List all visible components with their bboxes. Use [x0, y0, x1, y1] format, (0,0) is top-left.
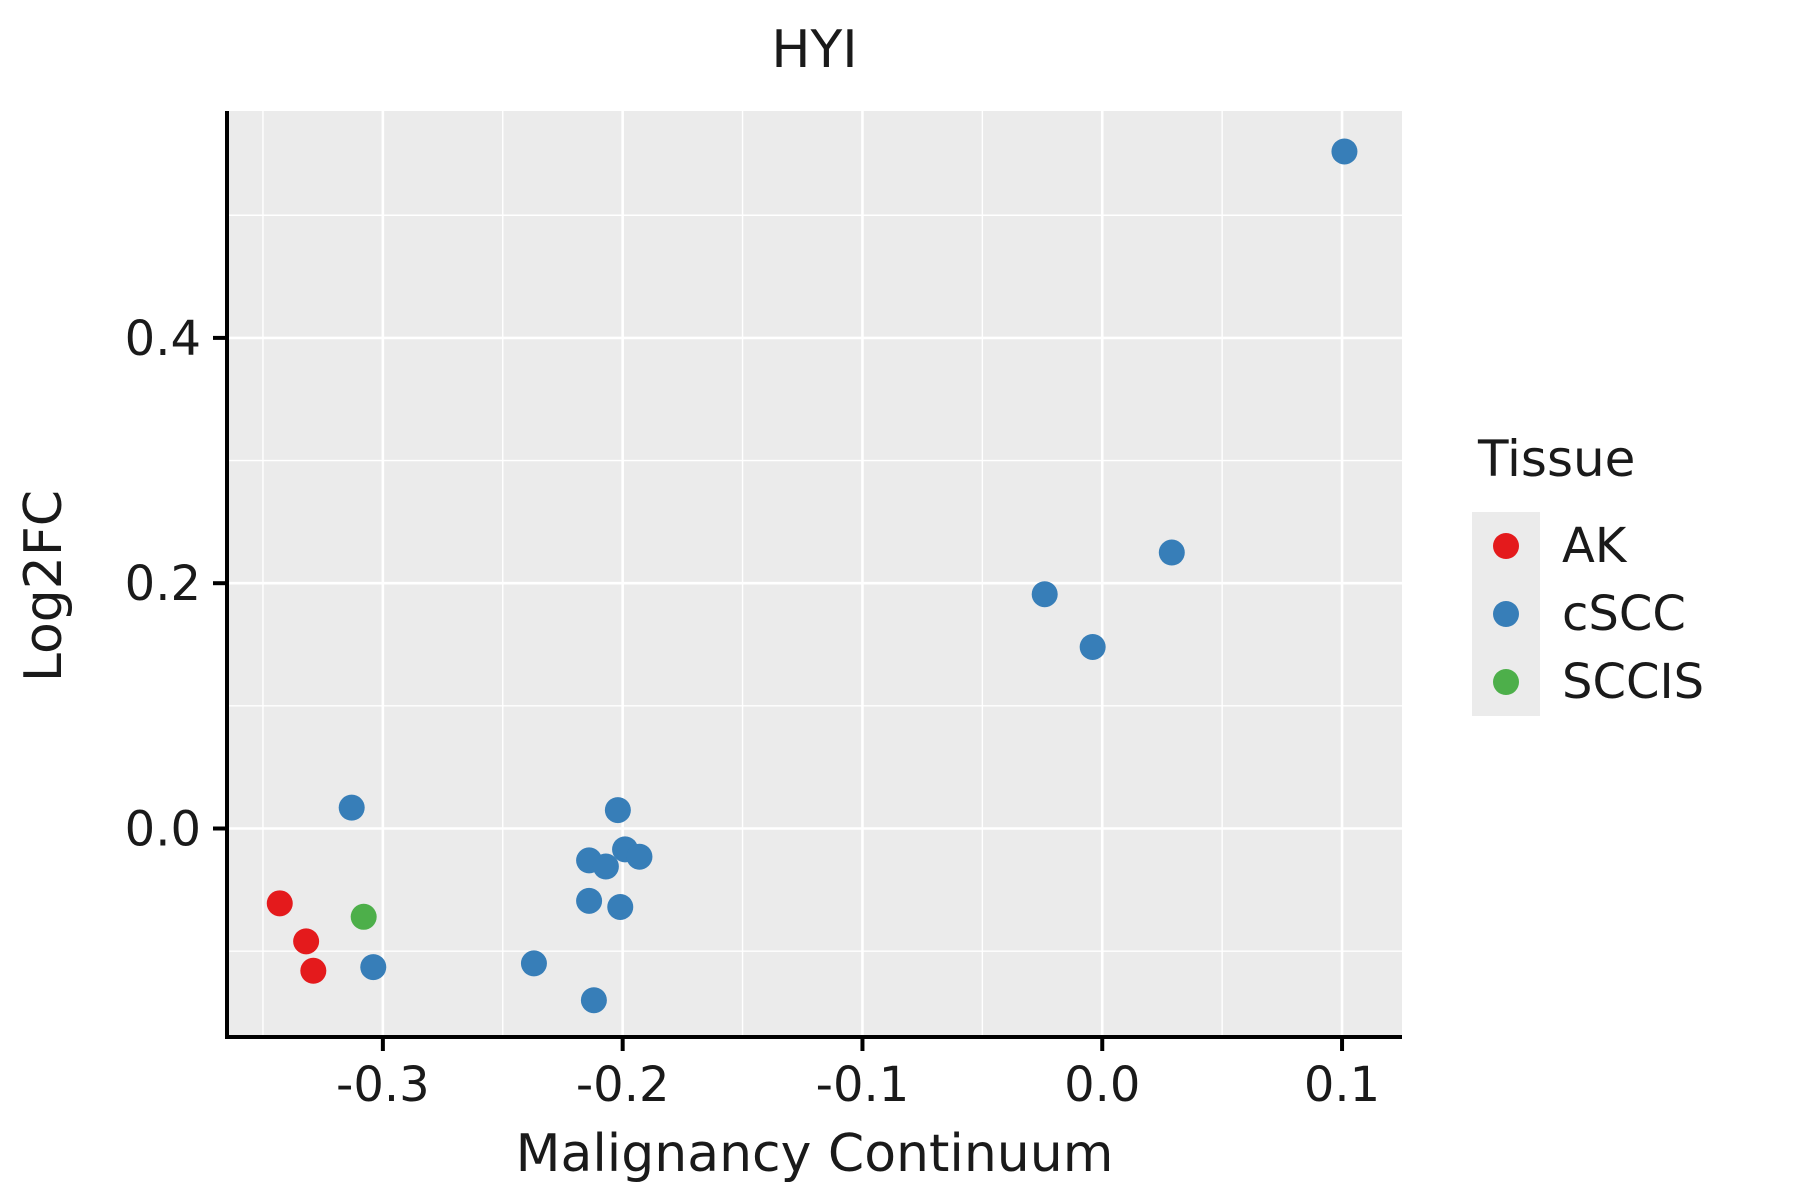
data-point-cSCC — [1079, 633, 1106, 660]
data-point-cSCC — [1331, 138, 1358, 165]
data-point-AK — [293, 928, 320, 955]
legend-label: cSCC — [1562, 586, 1686, 642]
y-tick-label: 0.2 — [125, 556, 201, 612]
data-point-cSCC — [520, 950, 547, 977]
x-tick-label: 0.0 — [1064, 1057, 1140, 1113]
data-point-AK — [266, 890, 293, 917]
legend-item-SCCIS: SCCIS — [1472, 648, 1704, 716]
legend-item-cSCC: cSCC — [1472, 580, 1704, 648]
data-point-cSCC — [604, 797, 631, 824]
x-tick-label: -0.1 — [816, 1057, 910, 1113]
y-tick-label: 0.4 — [125, 311, 201, 367]
data-point-cSCC — [592, 853, 619, 880]
legend-dot-icon — [1493, 669, 1519, 695]
data-point-cSCC — [626, 843, 653, 870]
plot-panel — [227, 111, 1402, 1037]
legend-item-AK: AK — [1472, 512, 1704, 580]
data-point-cSCC — [360, 954, 387, 981]
data-point-cSCC — [1031, 581, 1058, 608]
legend-dot-icon — [1493, 601, 1519, 627]
data-point-cSCC — [338, 794, 365, 821]
legend-label: SCCIS — [1562, 654, 1705, 710]
data-point-SCCIS — [350, 903, 377, 930]
legend-title: Tissue — [1478, 430, 1636, 488]
data-point-cSCC — [607, 893, 634, 920]
chart-title: HYI — [771, 20, 858, 80]
x-tick-label: 0.1 — [1304, 1057, 1380, 1113]
legend-label: AK — [1562, 518, 1627, 574]
legend-key-swatch — [1472, 580, 1540, 648]
y-axis-label: Log2FC — [14, 489, 74, 683]
y-tick-label: 0.0 — [125, 801, 201, 857]
data-point-cSCC — [580, 987, 607, 1014]
x-tick-label: -0.2 — [576, 1057, 670, 1113]
legend-dot-icon — [1493, 533, 1519, 559]
x-tick-label: -0.3 — [336, 1057, 430, 1113]
data-point-cSCC — [1158, 539, 1185, 566]
data-point-AK — [300, 957, 327, 984]
legend-items: AK cSCC SCCIS — [1472, 512, 1704, 716]
legend: Tissue AK cSCC SCCIS — [1472, 430, 1704, 716]
x-axis-label: Malignancy Continuum — [515, 1124, 1114, 1184]
data-point-cSCC — [576, 887, 603, 914]
legend-key-swatch — [1472, 648, 1540, 716]
legend-key-swatch — [1472, 512, 1540, 580]
